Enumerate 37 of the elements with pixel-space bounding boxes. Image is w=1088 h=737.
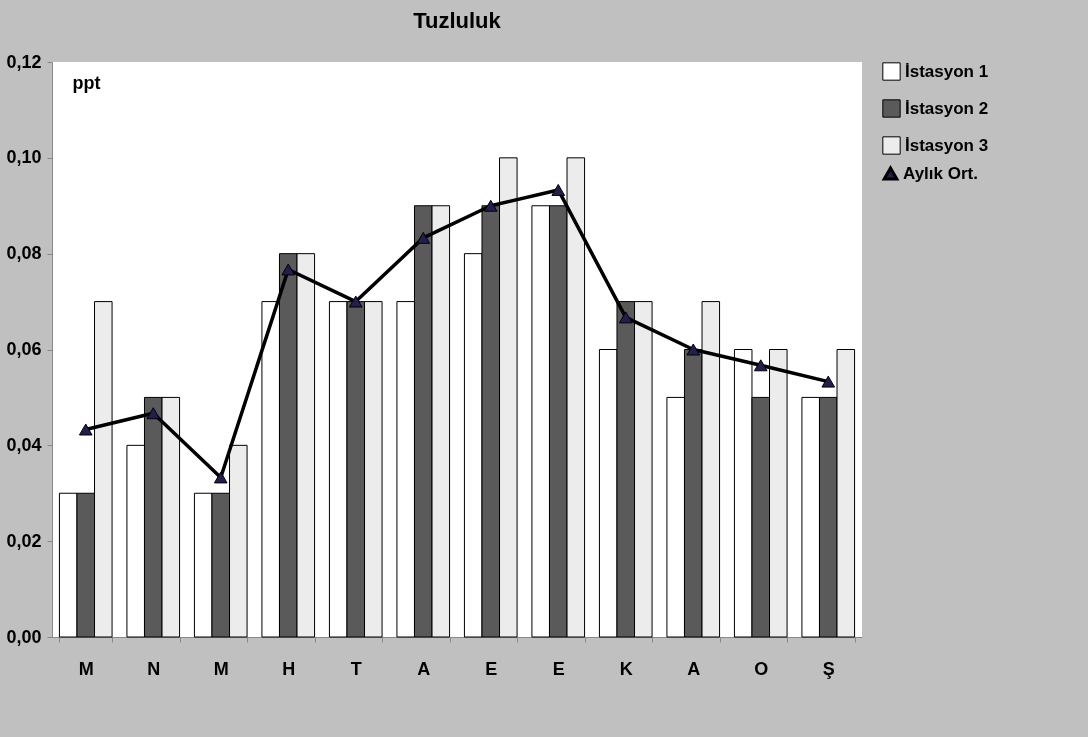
point xyxy=(213,471,228,484)
x-tick-label: H xyxy=(282,658,296,679)
point xyxy=(483,199,498,212)
y-tick-label: 0,06 xyxy=(6,339,42,359)
x-tick-label: O xyxy=(754,658,769,679)
point xyxy=(348,295,363,308)
y-tick-label: 0,08 xyxy=(6,243,42,264)
point xyxy=(416,231,431,244)
x-tick-label: K xyxy=(619,658,633,679)
y-axis-title: ppt xyxy=(72,72,101,93)
x-tick-label: A xyxy=(417,658,431,679)
chart-title: Tuzluluk xyxy=(413,8,502,33)
x-tick-label: E xyxy=(552,658,565,679)
x-tick-label: Ş xyxy=(822,658,835,679)
legend-label: Aylık Ort. xyxy=(903,163,978,183)
point xyxy=(551,183,566,196)
x-tick-label: A xyxy=(687,658,701,679)
y-tick-label: 0,00 xyxy=(6,626,42,647)
x-tick-label: T xyxy=(350,658,362,679)
point xyxy=(146,407,161,420)
y-tick-label: 0,12 xyxy=(6,51,42,72)
y-tick-label: 0,10 xyxy=(6,147,42,168)
point xyxy=(821,375,836,388)
point xyxy=(753,359,768,372)
x-tick-label: N xyxy=(147,658,161,679)
point xyxy=(618,311,633,324)
x-tick-label: E xyxy=(485,658,498,679)
legend-label: İstasyon 3 xyxy=(905,135,989,155)
legend-label: İstasyon 2 xyxy=(905,98,989,118)
legend-label: İstasyon 1 xyxy=(905,61,989,81)
y-tick-label: 0,02 xyxy=(6,530,42,551)
point xyxy=(78,423,93,436)
point xyxy=(686,343,701,356)
point xyxy=(281,263,296,276)
x-tick-label: M xyxy=(213,658,229,679)
x-tick-label: M xyxy=(78,658,94,679)
y-tick-label: 0,04 xyxy=(6,434,42,455)
